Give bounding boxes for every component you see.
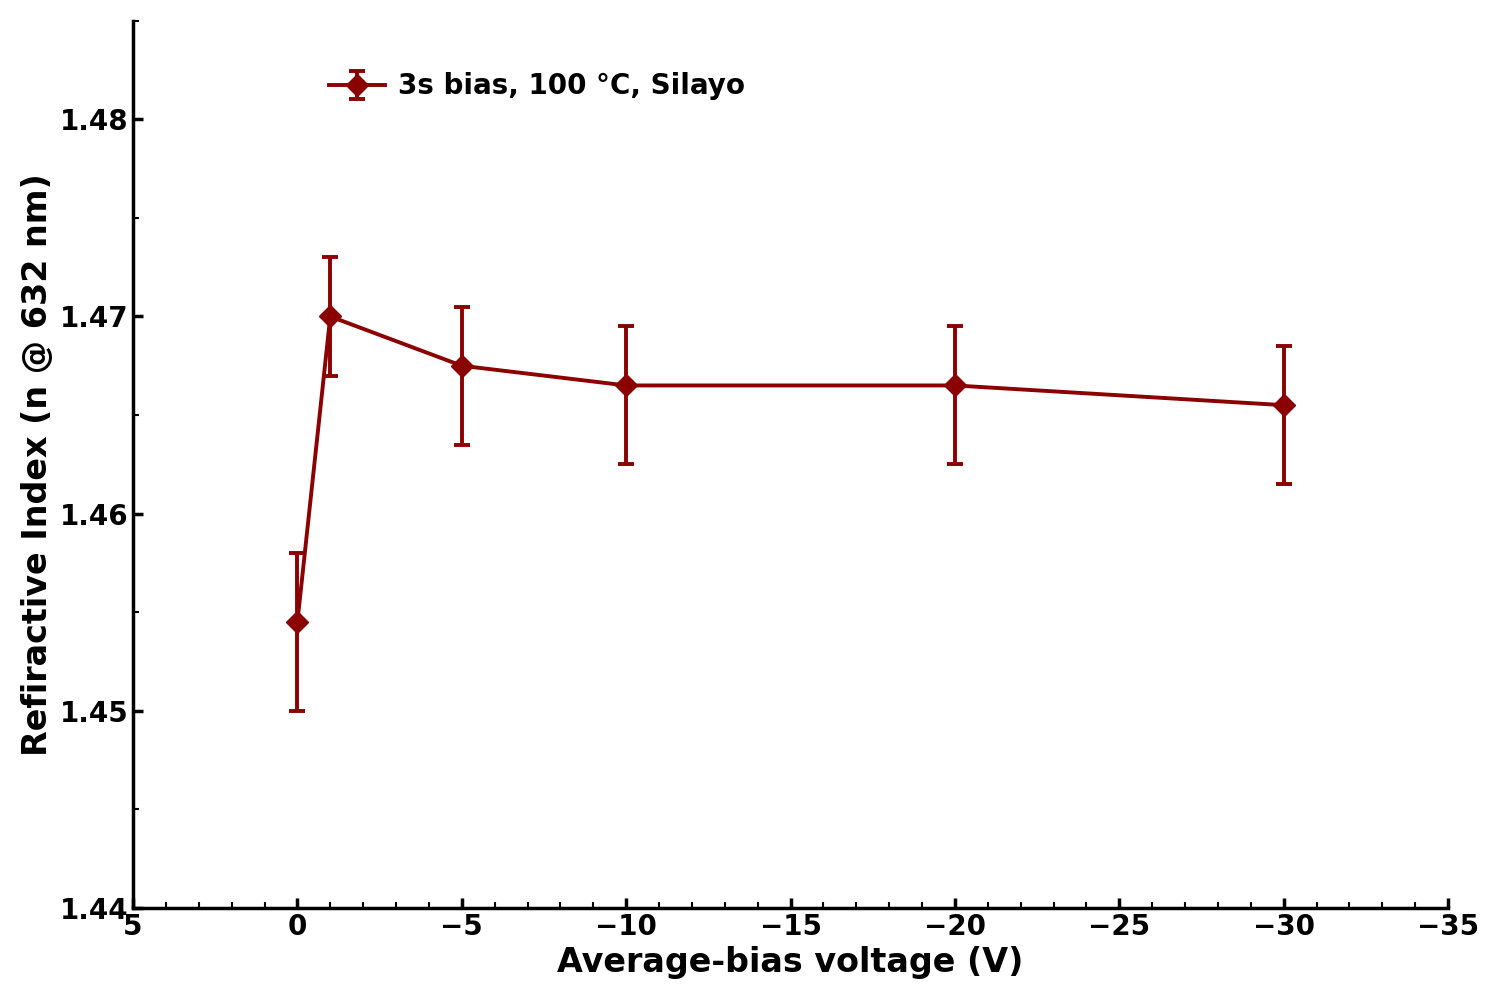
- X-axis label: Average-bias voltage (V): Average-bias voltage (V): [558, 946, 1023, 979]
- Y-axis label: Refiractive Index (n @ 632 nm): Refiractive Index (n @ 632 nm): [21, 173, 54, 756]
- Legend: 3s bias, 100 °C, Silayo: 3s bias, 100 °C, Silayo: [318, 61, 756, 112]
